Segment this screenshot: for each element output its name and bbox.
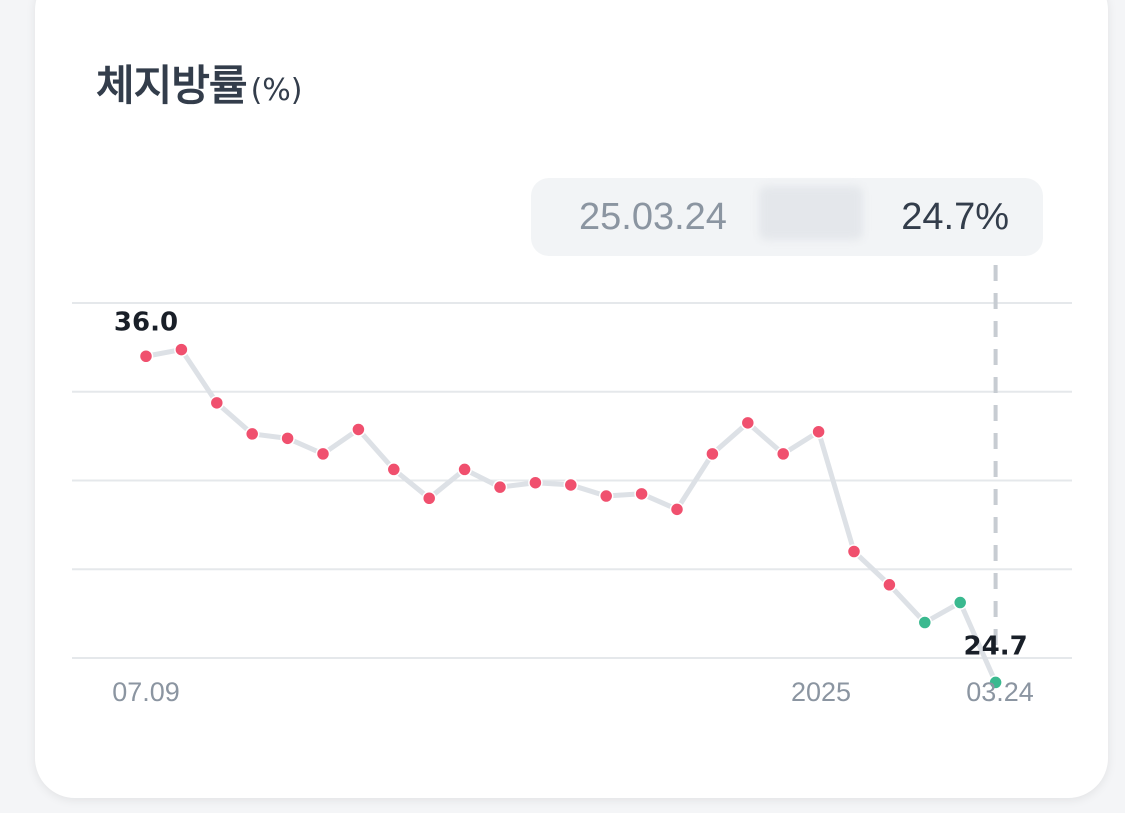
data-point (634, 486, 649, 502)
data-point (280, 431, 295, 446)
x-tick-label: 03.24 (966, 677, 1034, 707)
tooltip-date: 25.03.24 (579, 196, 727, 238)
data-point (740, 415, 756, 431)
data-point (952, 595, 968, 610)
chart-header: 체지방률 (%) (96, 52, 302, 113)
x-tick-label: 07.09 (112, 677, 180, 707)
data-label: 36.0 (114, 307, 178, 337)
series-polyline (143, 347, 999, 685)
tooltip-value: 24.7% (901, 196, 1009, 238)
data-point (386, 462, 402, 477)
data-point (598, 488, 614, 504)
data-point (988, 675, 1003, 690)
data-point (882, 577, 897, 593)
data-point (174, 342, 189, 357)
selection-tooltip: 25.03.24 24.7% (531, 178, 1043, 256)
series-line (143, 347, 999, 685)
chart-title: 체지방률 (96, 61, 248, 110)
grid-lines (72, 302, 1072, 659)
data-point (846, 544, 862, 559)
data-point (244, 426, 260, 442)
data-point (351, 422, 366, 437)
data-point (528, 475, 543, 490)
tooltip-blurred-content (759, 186, 863, 240)
data-point (669, 502, 685, 517)
data-point (209, 395, 225, 411)
data-point (775, 446, 791, 462)
data-point (138, 349, 154, 364)
x-tick-label: 2025 (791, 677, 851, 707)
data-point (315, 446, 331, 462)
data-point (811, 424, 826, 439)
data-point (563, 477, 579, 493)
data-point (421, 491, 437, 506)
data-point (492, 479, 508, 495)
data-point (705, 446, 720, 462)
data-labels: 36.0 24.7 (114, 307, 1028, 661)
data-points (138, 342, 1003, 690)
data-label: 24.7 (964, 631, 1028, 661)
chart-unit: (%) (250, 73, 303, 108)
data-point (917, 615, 933, 630)
x-axis-ticks: 07.09 2025 03.24 (112, 677, 1034, 707)
data-point (457, 462, 472, 477)
